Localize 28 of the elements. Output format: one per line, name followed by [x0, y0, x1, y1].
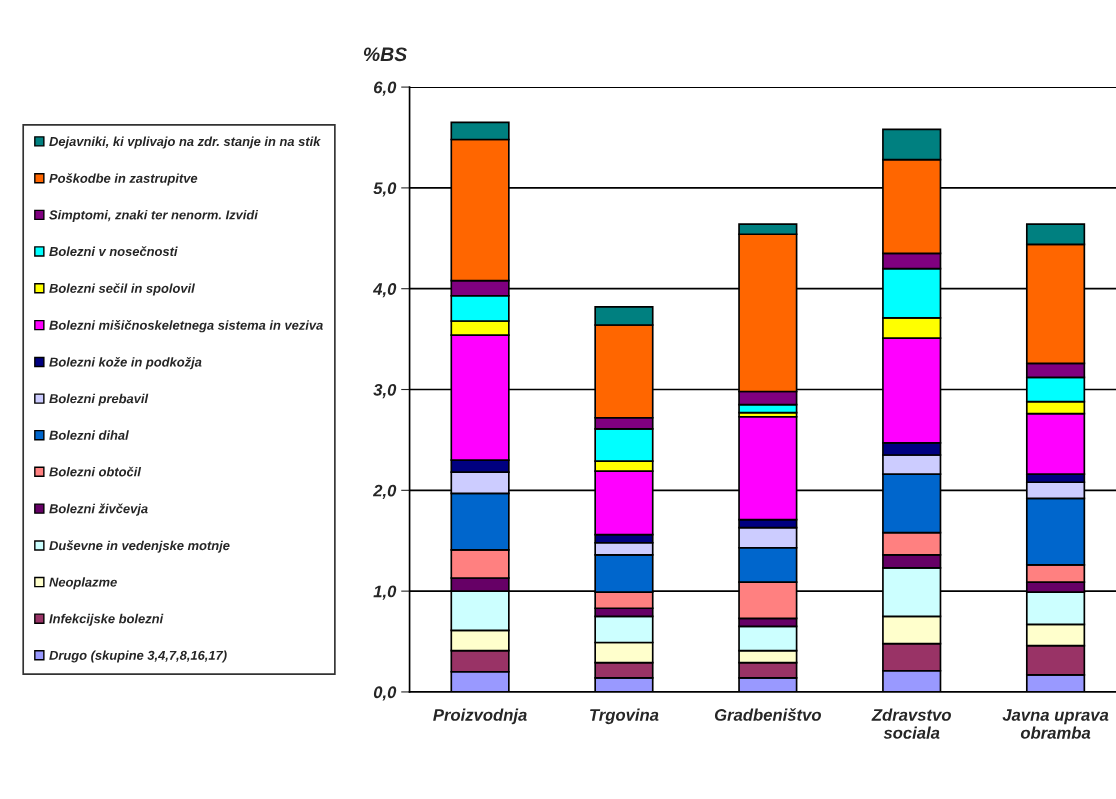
y-tick-label: 2,0 — [372, 484, 397, 499]
legend-label: Bolezni mišičnoskeletnega sistema in veziva — [49, 320, 323, 333]
legend-label: Bolezni kože in podkožja — [49, 356, 202, 370]
x-tick-label: Gradbeništvo — [714, 708, 821, 721]
legend-label: Simptomi, znaki ter nenorm. Izvidi — [49, 210, 259, 223]
y-tick-label: 0,0 — [373, 686, 397, 701]
legend-label: Drugo (skupine 3,4,7,8,16,17) — [49, 650, 227, 663]
y-tick-label: 3,0 — [373, 383, 397, 399]
legend-label: Bolezni živčevja — [49, 503, 148, 516]
x-tick-label: Proizvodnja — [433, 708, 527, 725]
legend-label: Neoplazme — [49, 577, 117, 590]
y-tick-label: 4,0 — [372, 283, 397, 298]
y-tick-label: 6,0 — [373, 81, 397, 96]
legend-label: Bolezni v nosečnosti — [49, 246, 178, 257]
legend-label: Dejavniki, ki vplivajo na zdr. stanje in na stik — [49, 136, 321, 149]
y-tick-label: 5,0 — [373, 182, 397, 197]
y-tick-label: 1,0 — [373, 585, 397, 600]
legend-label: Bolezni prebavil — [49, 393, 149, 406]
x-tick-label: Zdravstvo sociala — [871, 708, 951, 739]
legend-label: Bolezni dihal — [49, 430, 129, 440]
legend-label: Bolezni sečil in spolovil — [49, 283, 195, 296]
legend-label: Poškodbe in zastrupitve — [49, 173, 198, 186]
legend-label: Infekcijske bolezni — [49, 613, 164, 626]
x-tick-label: Javna uprava obramba — [1002, 709, 1109, 739]
legend-label: Duševne in vedenjske motnje — [49, 540, 230, 553]
x-tick-label: Trgovina — [590, 708, 659, 725]
legend-label: Bolezni obtočil — [49, 466, 142, 477]
y-axis-title: %BS — [363, 47, 407, 62]
